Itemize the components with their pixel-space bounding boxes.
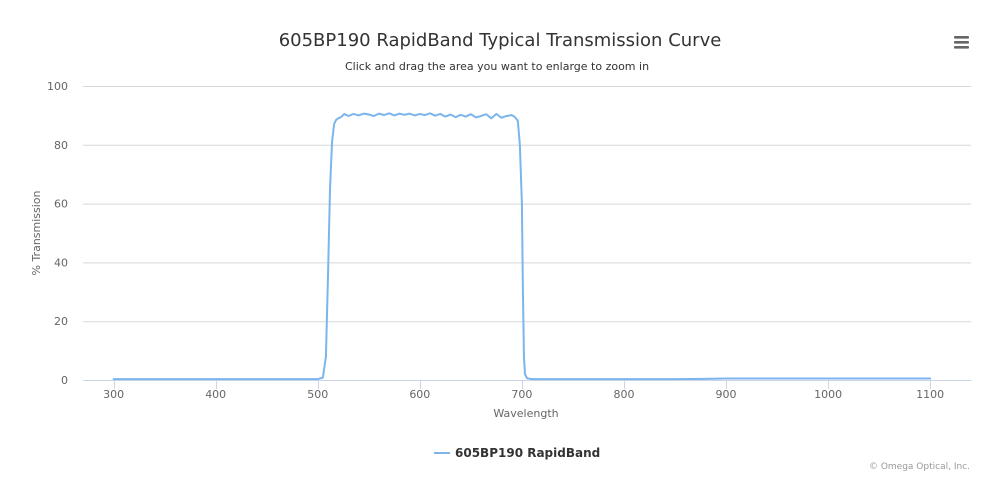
chart-title: 605BP190 RapidBand Typical Transmission … — [279, 30, 722, 51]
x-axis: 300 400 500 600 700 800 900 1000 1100 — [83, 380, 971, 401]
y-tick-label-40: 40 — [54, 256, 68, 269]
hamburger-menu-icon — [954, 36, 969, 49]
y-tick-label-100: 100 — [47, 80, 68, 93]
series-layer — [112, 112, 932, 381]
x-tick-label-400: 400 — [205, 388, 226, 401]
x-tick-label-500: 500 — [307, 388, 328, 401]
y-tick-label-80: 80 — [54, 139, 68, 152]
legend[interactable]: 605BP190 RapidBand — [434, 446, 600, 460]
y-tick-label-20: 20 — [54, 315, 68, 328]
legend-item-label[interactable]: 605BP190 RapidBand — [455, 446, 600, 460]
x-tick-label-300: 300 — [103, 388, 124, 401]
x-tick-label-700: 700 — [511, 388, 532, 401]
y-axis-title: % Transmission — [30, 190, 43, 275]
grid-lines — [83, 86, 971, 323]
x-tick-label-1100: 1100 — [916, 388, 944, 401]
x-axis-title: Wavelength — [493, 407, 558, 420]
y-axis: 0 20 40 60 80 100 — [47, 80, 68, 387]
x-tick-label-800: 800 — [613, 388, 634, 401]
x-tick-label-900: 900 — [716, 388, 737, 401]
chart-subtitle: Click and drag the area you want to enla… — [345, 60, 649, 73]
x-tick-label-600: 600 — [409, 388, 430, 401]
y-tick-label-60: 60 — [54, 198, 68, 211]
series-line-0[interactable] — [112, 112, 932, 381]
credits-text[interactable]: © Omega Optical, Inc. — [869, 462, 970, 472]
y-tick-label-0: 0 — [61, 374, 68, 387]
x-tick-label-1000: 1000 — [814, 388, 842, 401]
chart-menu-button[interactable] — [950, 32, 972, 52]
